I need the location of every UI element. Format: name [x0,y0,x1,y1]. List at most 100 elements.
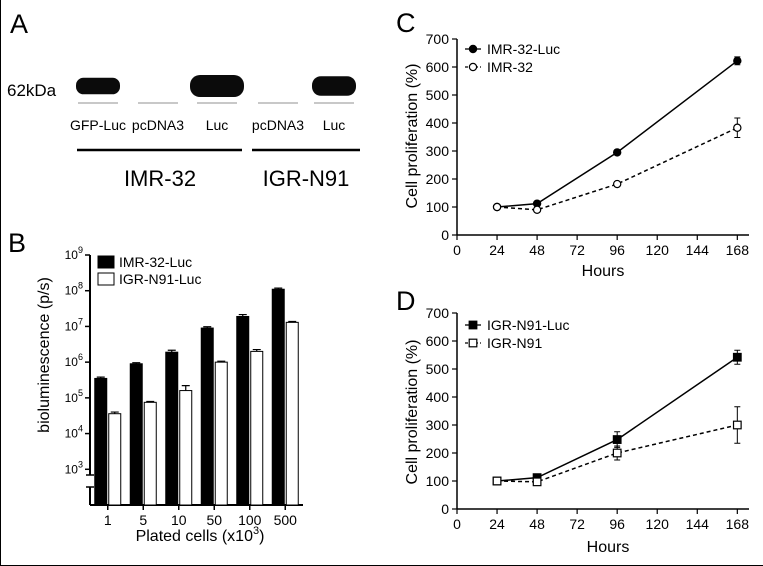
molecular-weight-marker: 62kDa [7,81,57,100]
panel-d-x-tick-label-3: 72 [569,516,585,532]
panel-b-legend-label-1: IGR-N91-Luc [119,271,201,287]
panel-c-y-tick-label-1: 100 [426,199,450,215]
panel-b-x-axis-ticks: 1 5 10 50 100 500 [104,505,297,528]
panel-b-y-label: bioluminescence (p/s) [36,277,53,433]
panel-d-legend-marker-1 [468,338,478,348]
panel-b-y-tick-label-2: 105 [65,388,83,405]
panel-c-x-tick-label-2: 48 [529,242,545,258]
panel-b-y-tick-label-0: 103 [65,459,83,476]
panel-b-bar-igr-n91-luc-50 [214,361,228,506]
panel-b-error-bar-igr-n91-luc-5 [146,400,155,403]
panel-b-error-bar-igr-n91-luc-500 [288,320,297,323]
panel-c-point-imr-32-luc-168 [733,56,742,66]
panel-b-bar-imr-32-luc-1 [94,377,108,506]
panel-b-bars [94,287,299,506]
panel-b-axis-break [86,474,94,488]
panel-d-x-tick-label-7: 168 [726,516,750,532]
panel-b-bar-imr-32-luc-10 [165,351,179,506]
panel-c-legend-label-1: IMR-32 [487,59,533,75]
lane-label-3: Luc [206,117,229,133]
panel-c-legend-label-0: IMR-32-Luc [487,41,560,57]
panel-b-bar-igr-n91-luc-5 [143,401,157,506]
protein-band-5 [312,76,356,96]
panel-d-point-igr-n91-luc-96 [612,435,622,444]
panel-b-error-bar-imr-32-luc-100 [238,313,247,317]
lane-label-4: pcDNA3 [252,117,304,133]
panel-b-x-tick-label-2: 10 [171,512,187,528]
panel-b-bar-imr-32-luc-50 [200,327,214,506]
panel-d-x-tick-label-1: 24 [489,516,505,532]
panel-d-legend-label-0: IGR-N91-Luc [487,317,569,333]
panel-d-x-tick-label-5: 120 [646,516,670,532]
panel-c-x-tick-label-7: 168 [726,242,750,258]
panel-b-x-tick-label-1: 5 [139,512,147,528]
panel-c-y-tick-label-0: 0 [441,227,449,243]
panel-d-y-tick-label-4: 400 [426,389,450,405]
panel-c-line-chart: C Cell proliferation (%) Hours 0 100 200 30… [396,8,749,280]
panel-b-x-tick-label-0: 1 [104,512,112,528]
panel-d-y-label: Cell proliferation (%) [404,340,421,485]
panel-d-y-tick-label-0: 0 [441,501,449,517]
panel-b-y-tick-label-6: 109 [65,245,83,262]
panel-c-point-imr-32-168 [733,123,742,132]
panel-c-line-imr-32 [496,127,738,211]
panel-b-error-bar-igr-n91-luc-1 [110,411,119,414]
lane-label-5: Luc [323,117,346,133]
panel-c-point-imr-32-48 [532,205,542,214]
panel-d-y-tick-label-3: 300 [426,417,450,433]
panel-d-letter: D [396,286,416,316]
panel-c-point-imr-32-luc-96 [612,148,622,157]
protein-band-3 [190,75,244,97]
panel-c-x-tick-label-1: 24 [489,242,505,258]
panel-c-x-tick-label-5: 120 [646,242,670,258]
panel-c-y-tick-label-7: 700 [426,31,450,47]
panel-b-error-bar-imr-32-luc-10 [167,349,176,353]
panel-b-y-tick-label-1: 104 [65,424,83,441]
panel-c-x-label: Hours [582,263,625,280]
panel-b-letter: B [8,228,26,258]
panel-b-bar-igr-n91-luc-1 [108,413,122,506]
panel-d-legend-label-1: IGR-N91 [487,335,542,351]
panel-d-plot: 0 100 200 300 400 500 600 700 0 24 48 72 96 120 144 168… [426,305,750,532]
panel-d-y-tick-label-7: 700 [426,305,450,321]
panel-d-line-chart: D Cell proliferation (%) Hours 0 100 200 30… [396,286,749,556]
panel-b-y-tick-label-5: 108 [65,281,83,298]
panel-b-error-bar-igr-n91-luc-10 [181,385,190,391]
panel-b-y-tick-label-3: 106 [65,352,83,369]
panel-c-plot: 0 100 200 300 400 500 600 700 0 24 48 72 96 120 144 168… [426,31,750,258]
panel-d-x-tick-label-2: 48 [529,516,545,532]
blot-bands [76,75,356,97]
panel-a-western-blot: A 62kDa GFP-Luc pcDNA3 Luc pcDNA3 Luc IMR-32… [7,9,360,191]
panel-c-x-tick-label-0: 0 [453,242,461,258]
panel-d-line-igr-n91-luc [496,356,738,482]
panel-d-point-igr-n91-luc-168 [732,352,742,362]
panel-d-y-tick-label-6: 600 [426,333,450,349]
panel-d-x-label: Hours [587,539,630,556]
panel-d-y-tick-label-2: 200 [426,445,450,461]
panel-b-x-tick-label-3: 50 [206,512,222,528]
panel-d-point-igr-n91-96 [612,448,622,458]
panel-b-x-tick-label-5: 500 [274,512,298,528]
panel-b-bar-imr-32-luc-500 [271,288,285,506]
panel-c-y-tick-label-6: 600 [426,59,450,75]
panel-b-error-bar-igr-n91-luc-50 [217,360,226,363]
panel-b-error-bar-imr-32-luc-5 [132,362,141,364]
panel-c-x-tick-label-6: 144 [686,242,710,258]
panel-b-bar-imr-32-luc-100 [236,315,250,506]
panel-d-x-tick-label-6: 144 [686,516,710,532]
panel-c-point-imr-32-24 [492,202,502,212]
panel-b-error-bar-imr-32-luc-1 [96,376,105,379]
panel-b-legend-swatch-0 [97,255,115,269]
lane-label-2: pcDNA3 [132,117,184,133]
panel-b-x-tick-label-4: 100 [238,512,262,528]
panel-c-y-label: Cell proliferation (%) [404,64,421,209]
panel-b-legend-label-0: IMR-32-Luc [119,254,192,270]
panel-c-legend-marker-0 [468,44,478,54]
panel-b-bar-chart: B bioluminescence (p/s) Plated cells (x1… [8,228,303,545]
panel-b-y-tick-label-4: 107 [65,316,83,333]
group-label-imr32: IMR-32 [124,166,196,191]
panel-c-y-tick-label-2: 200 [426,171,450,187]
panel-a-letter: A [10,9,28,39]
panel-c-x-tick-label-4: 96 [609,242,625,258]
